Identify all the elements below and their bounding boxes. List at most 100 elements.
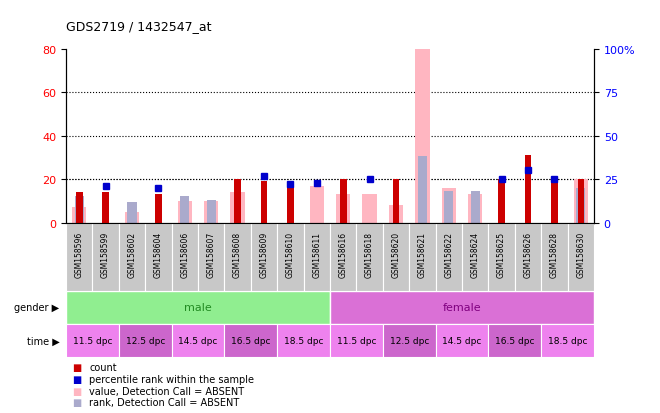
- Bar: [261, 182, 267, 223]
- Bar: [172, 324, 224, 357]
- Bar: [277, 324, 330, 357]
- Bar: [230, 192, 245, 223]
- Text: GSM158626: GSM158626: [523, 231, 533, 277]
- Bar: [515, 223, 541, 291]
- Bar: [462, 223, 488, 291]
- Bar: [436, 223, 462, 291]
- Bar: [287, 184, 294, 223]
- Text: 16.5 dpc: 16.5 dpc: [231, 336, 271, 345]
- Bar: [178, 202, 192, 223]
- Bar: [330, 291, 594, 324]
- Text: 12.5 dpc: 12.5 dpc: [125, 336, 165, 345]
- Text: percentile rank within the sample: percentile rank within the sample: [89, 374, 254, 384]
- Bar: [310, 186, 324, 223]
- Bar: [224, 223, 251, 291]
- Text: count: count: [89, 363, 117, 373]
- Bar: [198, 223, 224, 291]
- Text: gender ▶: gender ▶: [15, 303, 59, 313]
- Bar: [415, 50, 430, 223]
- Text: 14.5 dpc: 14.5 dpc: [178, 336, 218, 345]
- Text: GSM158618: GSM158618: [365, 231, 374, 277]
- Bar: [66, 324, 119, 357]
- Bar: [224, 324, 277, 357]
- Bar: [442, 188, 456, 223]
- Text: ■: ■: [73, 363, 82, 373]
- Bar: [76, 192, 82, 223]
- Bar: [119, 324, 172, 357]
- Bar: [336, 195, 350, 223]
- Text: ■: ■: [73, 386, 82, 396]
- Text: ■: ■: [73, 374, 82, 384]
- Text: 12.5 dpc: 12.5 dpc: [389, 336, 429, 345]
- Text: 14.5 dpc: 14.5 dpc: [442, 336, 482, 345]
- Bar: [66, 291, 330, 324]
- Text: GSM158620: GSM158620: [391, 231, 401, 277]
- Text: 18.5 dpc: 18.5 dpc: [548, 336, 587, 345]
- Bar: [471, 192, 480, 223]
- Text: female: female: [443, 303, 481, 313]
- Bar: [251, 223, 277, 291]
- Text: GSM158616: GSM158616: [339, 231, 348, 277]
- Bar: [444, 192, 453, 223]
- Bar: [551, 180, 558, 223]
- Text: time ▶: time ▶: [26, 336, 59, 346]
- Bar: [356, 223, 383, 291]
- Text: GSM158621: GSM158621: [418, 231, 427, 277]
- Bar: [204, 202, 218, 223]
- Bar: [362, 195, 377, 223]
- Bar: [75, 197, 84, 223]
- Text: GSM158608: GSM158608: [233, 231, 242, 277]
- Bar: [340, 180, 347, 223]
- Bar: [277, 223, 304, 291]
- Text: 16.5 dpc: 16.5 dpc: [495, 336, 535, 345]
- Bar: [172, 223, 198, 291]
- Bar: [541, 223, 568, 291]
- Text: GSM158610: GSM158610: [286, 231, 295, 277]
- Text: GSM158611: GSM158611: [312, 231, 321, 277]
- Bar: [155, 195, 162, 223]
- Text: GSM158604: GSM158604: [154, 231, 163, 278]
- Text: value, Detection Call = ABSENT: value, Detection Call = ABSENT: [89, 386, 244, 396]
- Bar: [304, 223, 330, 291]
- Bar: [145, 223, 172, 291]
- Bar: [574, 180, 588, 223]
- Text: ■: ■: [73, 397, 82, 407]
- Text: GSM158602: GSM158602: [127, 231, 137, 277]
- Bar: [330, 324, 383, 357]
- Bar: [207, 200, 216, 223]
- Text: male: male: [184, 303, 212, 313]
- Bar: [541, 324, 594, 357]
- Text: GSM158628: GSM158628: [550, 231, 559, 277]
- Bar: [578, 180, 584, 223]
- Text: 11.5 dpc: 11.5 dpc: [337, 336, 376, 345]
- Text: GSM158599: GSM158599: [101, 231, 110, 278]
- Bar: [393, 180, 399, 223]
- Text: GSM158596: GSM158596: [75, 231, 84, 278]
- Bar: [568, 223, 594, 291]
- Bar: [409, 223, 436, 291]
- Bar: [576, 188, 585, 223]
- Bar: [102, 192, 109, 223]
- Bar: [383, 223, 409, 291]
- Text: GDS2719 / 1432547_at: GDS2719 / 1432547_at: [66, 20, 211, 33]
- Text: 18.5 dpc: 18.5 dpc: [284, 336, 323, 345]
- Bar: [436, 324, 488, 357]
- Bar: [383, 324, 436, 357]
- Bar: [488, 324, 541, 357]
- Bar: [498, 180, 505, 223]
- Bar: [330, 223, 356, 291]
- Text: GSM158607: GSM158607: [207, 231, 216, 278]
- Bar: [180, 197, 189, 223]
- Bar: [72, 208, 86, 223]
- Text: GSM158609: GSM158609: [259, 231, 269, 278]
- Text: GSM158606: GSM158606: [180, 231, 189, 278]
- Bar: [389, 206, 403, 223]
- Bar: [92, 223, 119, 291]
- Text: rank, Detection Call = ABSENT: rank, Detection Call = ABSENT: [89, 397, 240, 407]
- Bar: [119, 223, 145, 291]
- Bar: [525, 156, 531, 223]
- Text: GSM158622: GSM158622: [444, 231, 453, 277]
- Bar: [488, 223, 515, 291]
- Text: GSM158625: GSM158625: [497, 231, 506, 277]
- Bar: [418, 157, 427, 223]
